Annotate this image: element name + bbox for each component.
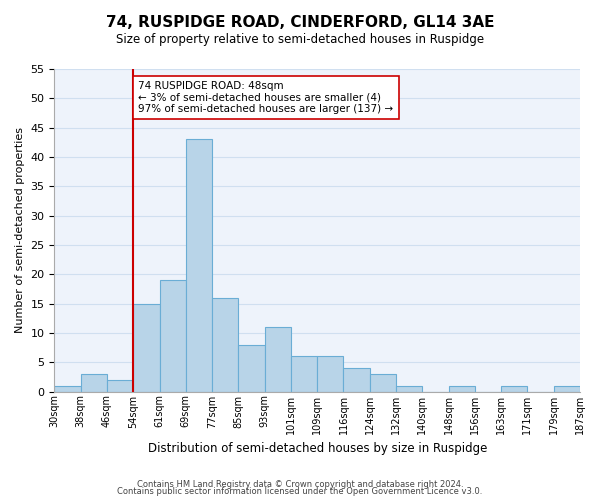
Bar [554,386,580,392]
Bar [133,304,160,392]
Bar [212,298,238,392]
Bar [317,356,343,392]
Text: Contains HM Land Registry data © Crown copyright and database right 2024.: Contains HM Land Registry data © Crown c… [137,480,463,489]
Text: 74, RUSPIDGE ROAD, CINDERFORD, GL14 3AE: 74, RUSPIDGE ROAD, CINDERFORD, GL14 3AE [106,15,494,30]
Bar [291,356,317,392]
Text: 74 RUSPIDGE ROAD: 48sqm
← 3% of semi-detached houses are smaller (4)
97% of semi: 74 RUSPIDGE ROAD: 48sqm ← 3% of semi-det… [139,80,394,114]
Bar [449,386,475,392]
X-axis label: Distribution of semi-detached houses by size in Ruspidge: Distribution of semi-detached houses by … [148,442,487,455]
Bar [107,380,133,392]
Bar [238,344,265,392]
Bar [80,374,107,392]
Bar [343,368,370,392]
Bar [55,386,80,392]
Text: Contains public sector information licensed under the Open Government Licence v3: Contains public sector information licen… [118,487,482,496]
Bar [186,140,212,392]
Bar [265,327,291,392]
Bar [501,386,527,392]
Text: Size of property relative to semi-detached houses in Ruspidge: Size of property relative to semi-detach… [116,32,484,46]
Bar [370,374,396,392]
Bar [160,280,186,392]
Bar [396,386,422,392]
Y-axis label: Number of semi-detached properties: Number of semi-detached properties [15,128,25,334]
